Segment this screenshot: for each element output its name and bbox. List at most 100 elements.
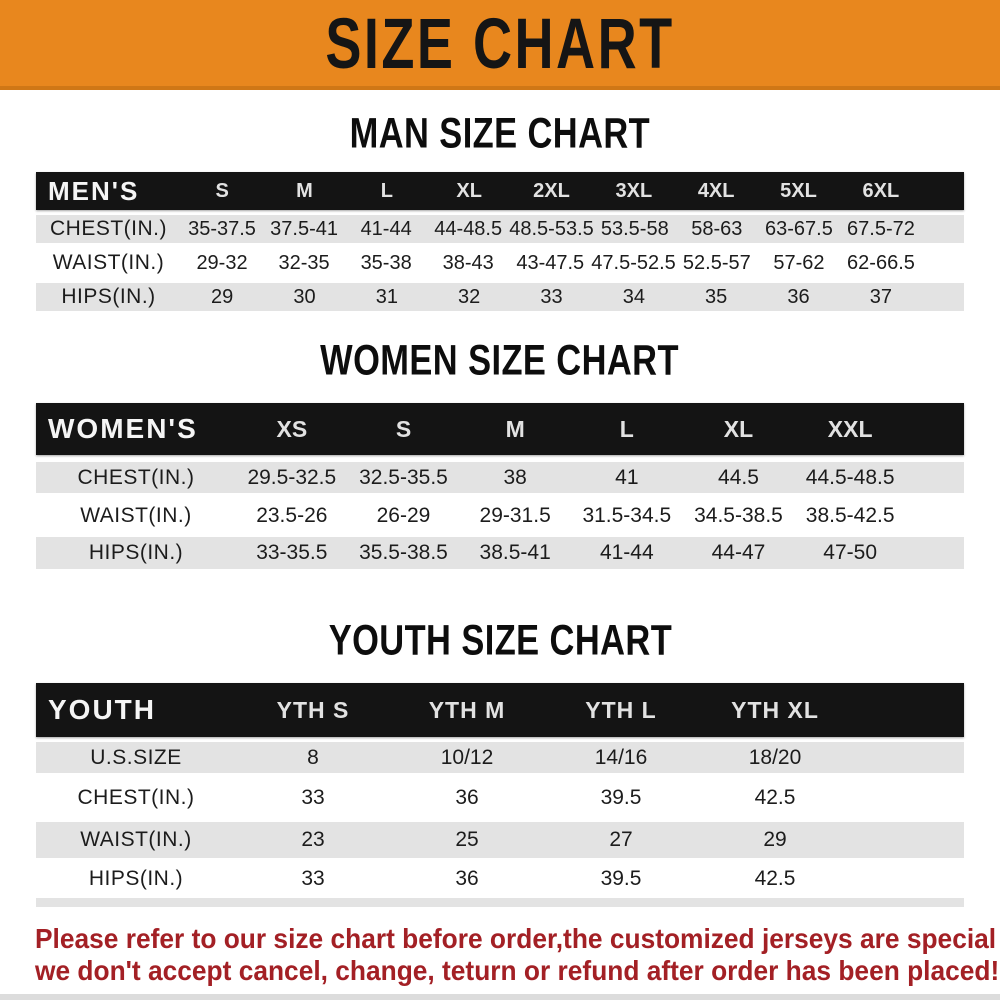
- men-size-header: 6XL: [862, 179, 900, 202]
- men-chest-row: CHEST(IN.) 35-37.5 37.5-41 41-44 44-48.5…: [36, 215, 964, 243]
- size-value: 14/16: [594, 745, 648, 769]
- size-value: 44.5-48.5: [805, 465, 895, 489]
- size-value: 32: [458, 285, 481, 308]
- size-value: 23: [301, 828, 325, 851]
- size-value: 39.5: [600, 785, 642, 809]
- banner: SIZE CHART: [0, 0, 1000, 90]
- size-value: 29-32: [196, 251, 248, 274]
- women-group-label: WOMEN'S: [48, 413, 198, 444]
- row-label: HIPS(IN.): [88, 541, 184, 564]
- size-value: 31.5-34.5: [582, 504, 672, 527]
- women-section-title: WOMEN SIZE CHART: [0, 335, 1000, 385]
- youth-section-title: YOUTH SIZE CHART: [0, 618, 1000, 662]
- size-value: 33: [301, 785, 325, 809]
- size-value: 52.5-57: [682, 251, 751, 274]
- size-value: 36: [455, 867, 479, 890]
- size-value: 38: [503, 465, 527, 489]
- size-value: 47-50: [823, 541, 878, 564]
- women-size-header: M: [505, 415, 525, 442]
- size-value: 27: [609, 828, 633, 851]
- youth-group-label: YOUTH: [48, 694, 156, 725]
- size-value: 53.5-58: [600, 217, 669, 240]
- size-value: 10/12: [440, 745, 494, 769]
- women-size-header: L: [619, 415, 634, 442]
- size-value: 42.5: [754, 867, 796, 890]
- size-value: 57-62: [773, 251, 825, 274]
- size-value: 34.5-38.5: [694, 504, 783, 527]
- size-value: 29: [763, 828, 787, 851]
- size-value: 67.5-72: [847, 217, 915, 240]
- men-table-header-row: MEN'S S M L XL 2XL 3XL 4XL 5XL 6XL: [36, 172, 964, 210]
- size-value: 38.5-41: [479, 541, 551, 564]
- women-section-title-text: WOMEN SIZE CHART: [320, 335, 680, 385]
- row-label: WAIST(IN.): [80, 828, 192, 851]
- youth-table-header-row: YOUTH YTH S YTH M YTH L YTH XL: [36, 683, 964, 737]
- banner-title: SIZE CHART: [325, 3, 675, 83]
- youth-size-header: YTH S: [276, 696, 350, 723]
- size-value: 35.5-38.5: [359, 541, 448, 564]
- men-size-table: MEN'S S M L XL 2XL 3XL 4XL 5XL 6XL CHEST…: [36, 172, 964, 311]
- women-size-header: XS: [276, 415, 308, 442]
- size-value: 35-37.5: [188, 217, 256, 240]
- women-chest-row: CHEST(IN.) 29.5-32.5 32.5-35.5 38 41 44.…: [36, 462, 964, 493]
- man-section-title: MAN SIZE CHART: [0, 108, 1000, 158]
- size-value: 33: [301, 867, 325, 890]
- men-size-header: S: [215, 179, 229, 202]
- women-hips-row: HIPS(IN.) 33-35.5 35.5-38.5 38.5-41 41-4…: [36, 537, 964, 569]
- men-size-header: 2XL: [533, 179, 570, 202]
- women-waist-row: WAIST(IN.) 23.5-26 26-29 29-31.5 31.5-34…: [36, 501, 964, 531]
- size-value: 41-44: [599, 541, 654, 564]
- size-value: 33-35.5: [256, 541, 328, 564]
- youth-size-header: YTH L: [585, 696, 657, 723]
- size-value: 44.5: [718, 465, 759, 489]
- size-value: 23.5-26: [256, 504, 328, 527]
- youth-size-table: YOUTH YTH S YTH M YTH L YTH XL U.S.SIZE …: [36, 683, 964, 907]
- row-label: CHEST(IN.): [50, 217, 167, 240]
- size-value: 42.5: [754, 785, 796, 809]
- size-value: 39.5: [600, 867, 642, 890]
- size-value: 30: [293, 285, 316, 308]
- size-value: 29.5-32.5: [247, 465, 337, 489]
- size-value: 36: [455, 785, 479, 809]
- size-value: 26-29: [376, 504, 431, 527]
- size-value: 33: [540, 285, 563, 308]
- men-waist-row: WAIST(IN.) 29-32 32-35 35-38 38-43 43-47…: [36, 249, 964, 277]
- men-size-header: XL: [456, 179, 482, 202]
- youth-waist-row: WAIST(IN.) 23 25 27 29: [36, 822, 964, 858]
- women-size-table: WOMEN'S XS S M L XL XXL CHEST(IN.) 29.5-…: [36, 403, 964, 569]
- size-value: 8: [307, 745, 319, 769]
- man-section-title-text: MAN SIZE CHART: [349, 108, 651, 158]
- disclaimer-line-1: Please refer to our size chart before or…: [35, 923, 1000, 954]
- men-hips-row: HIPS(IN.) 29 30 31 32 33 34 35 36 37: [36, 283, 964, 311]
- size-value: 62-66.5: [847, 251, 915, 274]
- youth-chest-row: CHEST(IN.) 33 36 39.5 42.5: [36, 779, 964, 816]
- size-value: 58-63: [691, 217, 743, 240]
- youth-ussize-row: U.S.SIZE 8 10/12 14/16 18/20: [36, 742, 964, 773]
- size-value: 38-43: [442, 251, 494, 274]
- men-size-header: L: [380, 179, 393, 202]
- row-label: WAIST(IN.): [52, 251, 165, 274]
- table-end-strip: [36, 898, 964, 907]
- size-value: 35: [705, 285, 728, 308]
- row-label: HIPS(IN.): [88, 867, 184, 890]
- size-value: 34: [622, 285, 645, 308]
- size-value: 44-47: [711, 541, 766, 564]
- men-size-header: 4XL: [697, 179, 735, 202]
- men-size-header: M: [296, 179, 313, 202]
- row-label: U.S.SIZE: [90, 745, 182, 769]
- women-size-header: XXL: [827, 415, 873, 442]
- row-label: CHEST(IN.): [77, 785, 195, 809]
- women-size-header: S: [395, 415, 412, 442]
- size-value: 32-35: [278, 251, 330, 274]
- size-value: 29-31.5: [479, 504, 551, 527]
- row-label: HIPS(IN.): [61, 285, 156, 308]
- size-value: 32.5-35.5: [359, 465, 448, 489]
- size-value: 44-48.5: [434, 217, 503, 240]
- youth-hips-row: HIPS(IN.) 33 36 39.5 42.5: [36, 862, 964, 896]
- size-value: 47.5-52.5: [591, 251, 676, 274]
- size-value: 43-47.5: [516, 251, 585, 274]
- row-label: CHEST(IN.): [77, 465, 195, 489]
- size-value: 48.5-53.5: [509, 217, 594, 240]
- women-size-header: XL: [723, 415, 754, 442]
